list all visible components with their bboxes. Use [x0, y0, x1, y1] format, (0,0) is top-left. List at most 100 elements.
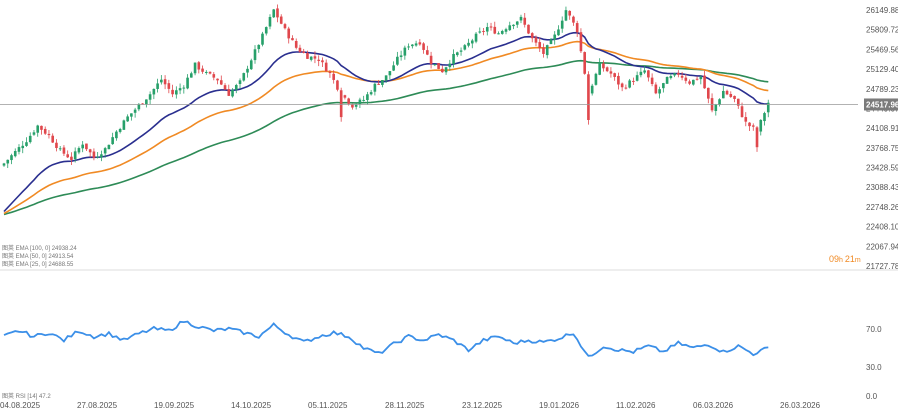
last-price-tag [864, 98, 898, 111]
candle-body [512, 24, 515, 27]
candle-body [553, 34, 557, 40]
candle-body [92, 151, 96, 158]
date-axis-tick: 27.08.2025 [77, 401, 118, 410]
candle-body [313, 56, 317, 59]
candle-body [684, 77, 688, 81]
candle-body [171, 89, 174, 95]
candle-body [167, 83, 171, 89]
candle-body [437, 63, 440, 69]
candle-body [163, 79, 167, 85]
date-axis-tick: 06.03.2026 [693, 401, 734, 410]
candle-body [414, 43, 418, 46]
candle-body [654, 84, 658, 94]
candle-body [302, 51, 306, 53]
candle-body [669, 76, 673, 79]
candle-body [733, 95, 736, 99]
candles[interactable] [2, 4, 770, 169]
candle-body [508, 25, 512, 31]
candle-body [500, 30, 504, 34]
candle-body [115, 131, 118, 139]
rsi-axis-tick: 30.0 [866, 363, 882, 372]
candle-body [575, 23, 579, 33]
candle-body [564, 10, 568, 21]
candle-body [103, 148, 107, 154]
rsi-legend: 图英 RSI [14] 47.2 [2, 392, 51, 400]
candle-body [118, 129, 122, 132]
candle-body [111, 137, 114, 145]
candle-body [452, 53, 455, 65]
candle-body [13, 151, 17, 157]
price-axis-tick: 23428.59 [866, 164, 898, 173]
candle-body [736, 98, 740, 106]
price-axis-tick: 25129.40 [866, 65, 898, 74]
candle-body [515, 21, 519, 25]
candle-body [751, 125, 755, 127]
candle-body [88, 149, 92, 153]
candle-body [721, 90, 725, 99]
candle-body [598, 62, 601, 75]
candle-body [343, 95, 347, 98]
candle-body [6, 159, 10, 164]
candle-body [384, 75, 388, 81]
ema-100-line [3, 59, 769, 216]
date-axis-tick: 26.03.2026 [780, 401, 821, 410]
legend-entry: 图英 EMA [100, 0] 24938.24 [2, 244, 77, 252]
candle-body [47, 133, 51, 136]
candle-body [617, 75, 620, 85]
price-axis-tick: 22067.94 [866, 242, 898, 251]
candle-body [62, 147, 66, 154]
candle-body [665, 76, 669, 84]
date-axis-tick: 19.09.2025 [154, 401, 195, 410]
candle-body [519, 16, 523, 21]
candle-body [426, 50, 429, 55]
price-axis-tick: 23088.43 [866, 183, 898, 192]
candle-body [223, 85, 227, 90]
candle-body [291, 38, 294, 41]
candle-body [489, 26, 493, 28]
candle-body [748, 122, 751, 127]
candle-body [613, 73, 616, 77]
candle-body [32, 132, 36, 135]
candle-body [40, 125, 43, 130]
candle-body [328, 71, 332, 73]
candle-body [388, 71, 392, 76]
candle-body [145, 99, 148, 105]
candle-body [212, 74, 216, 78]
candle-body [587, 74, 590, 120]
candle-body [298, 47, 302, 52]
candle-body [643, 70, 646, 73]
candle-body [744, 117, 748, 122]
candle-body [227, 89, 231, 96]
candle-body [411, 44, 414, 47]
candle-body [216, 78, 219, 81]
candle-body [231, 89, 234, 97]
candle-body [725, 90, 729, 95]
candle-body [178, 88, 182, 91]
candle-body [523, 17, 527, 25]
candle-body [36, 125, 40, 133]
candle-body [351, 104, 354, 108]
candle-body [373, 83, 377, 92]
candle-body [759, 119, 763, 132]
candle-body [137, 104, 141, 110]
candle-body [620, 83, 624, 88]
candle-body [317, 59, 321, 61]
candle-body [470, 40, 474, 44]
candle-body [635, 75, 639, 81]
candle-body [755, 127, 759, 148]
candle-body [493, 26, 497, 34]
candle-body [650, 77, 654, 85]
candle-body [688, 81, 691, 84]
rsi-line [3, 320, 769, 357]
candle-body [579, 32, 583, 52]
candle-body [433, 64, 437, 66]
ema-lines [3, 31, 769, 216]
candle-body [545, 45, 549, 56]
candle-body [763, 113, 766, 122]
axes: 21727.78 22067.94 22408.10 22748.26 23088.43… [0, 6, 898, 410]
candle-body [590, 85, 594, 94]
candle-body [133, 109, 137, 113]
candle-body [658, 89, 661, 94]
